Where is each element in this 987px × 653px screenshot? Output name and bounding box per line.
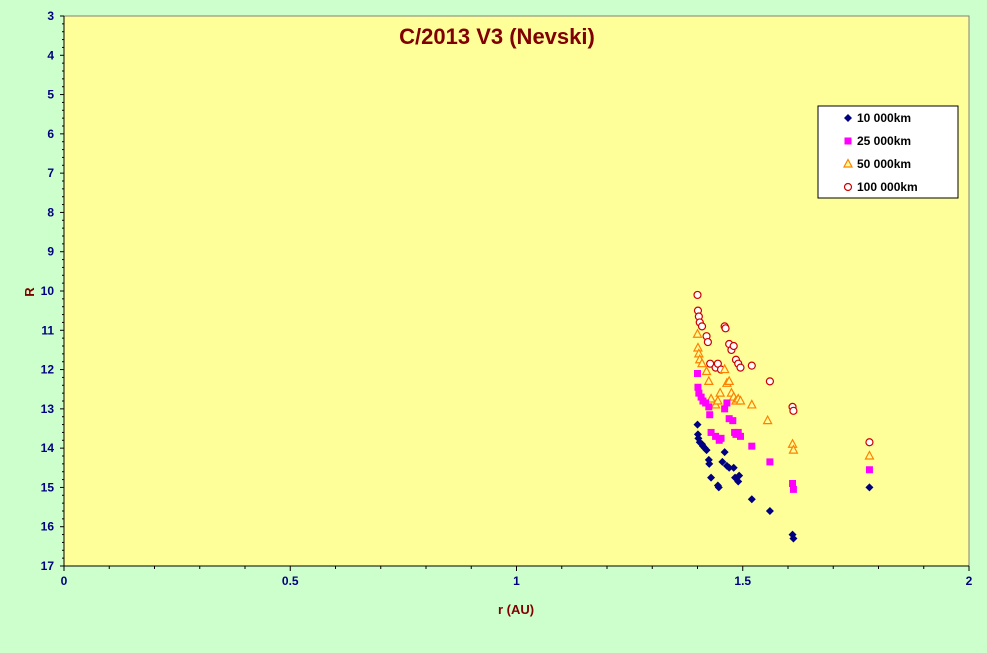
data-point-square: [766, 458, 774, 466]
data-point-circle: [721, 324, 730, 333]
y-tick-label: 10: [41, 284, 55, 298]
data-point-circle: [865, 438, 874, 447]
y-tick-label: 11: [41, 323, 54, 337]
data-points-group: [692, 290, 875, 543]
legend-label: 100 000km: [857, 180, 918, 194]
y-tick-label: 13: [41, 402, 55, 416]
x-tick-label: 1.5: [734, 574, 751, 588]
data-point-circle: [736, 363, 745, 372]
data-point-diamond: [747, 495, 756, 504]
legend: 10 000km 25 000km 50 000km 100 000km: [817, 105, 959, 199]
data-point-triangle: [864, 450, 875, 460]
data-point-square: [721, 405, 729, 413]
x-tick-label: 2: [966, 574, 973, 588]
y-tick-label: 6: [47, 127, 54, 141]
data-point-diamond: [693, 420, 702, 429]
data-point-diamond: [718, 457, 727, 466]
y-tick-label: 7: [47, 166, 54, 180]
y-tick-label: 4: [47, 48, 54, 62]
data-point-triangle: [788, 444, 799, 454]
data-point-square: [789, 480, 797, 487]
legend-marker-circle: [843, 182, 853, 192]
data-point-square: [865, 466, 873, 474]
data-point-square: [789, 485, 797, 493]
chart-title: C/2013 V3 (Nevski): [399, 24, 595, 49]
data-point-square: [725, 415, 733, 423]
data-point-square: [736, 432, 744, 440]
data-point-square: [707, 428, 715, 436]
axes-group: 3 4 5 6 7 8 9 10 11 12 13 14 15 16 17 0 0.5 1 1.5 2: [41, 9, 973, 588]
data-point-triangle: [735, 395, 746, 405]
data-point-triangle: [719, 363, 730, 374]
data-point-square: [697, 393, 705, 401]
data-point-square: [734, 428, 742, 436]
data-point-diamond: [865, 483, 874, 492]
data-point-circle: [765, 377, 775, 386]
data-point-square: [729, 417, 737, 425]
y-tick-label: 16: [41, 520, 55, 534]
legend-marker-diamond: [844, 114, 852, 122]
data-point-square: [706, 411, 714, 419]
y-tick-label: 3: [47, 9, 54, 23]
data-point-diamond: [714, 483, 723, 492]
data-point-triangle: [715, 387, 726, 397]
data-point-triangle: [697, 357, 708, 368]
y-tick-label: 9: [47, 245, 54, 259]
data-point-triangle: [703, 375, 714, 385]
data-point-circle: [697, 322, 707, 331]
data-point-triangle: [692, 328, 703, 338]
legend-marker-square: [844, 137, 852, 145]
data-point-square: [723, 399, 731, 407]
data-point-diamond: [707, 473, 716, 482]
data-point-circle: [789, 406, 798, 415]
data-point-circle: [693, 290, 702, 300]
data-point-triangle: [701, 365, 712, 376]
x-tick-label: 1: [513, 574, 520, 588]
data-point-circle: [747, 361, 756, 370]
data-point-square: [705, 403, 713, 411]
y-tick-label: 12: [41, 363, 55, 377]
data-point-diamond: [735, 471, 744, 480]
data-point-square: [712, 432, 720, 440]
x-tick-label: 0.5: [282, 574, 299, 588]
data-point-diamond: [729, 463, 738, 472]
data-point-diamond: [702, 446, 711, 455]
y-axis-label: R: [22, 287, 37, 297]
data-point-circle: [729, 341, 738, 351]
data-point-square: [694, 383, 702, 391]
legend-label: 25 000km: [857, 134, 911, 148]
data-point-diamond: [705, 459, 714, 468]
legend-marker-triangle: [843, 158, 853, 168]
data-point-circle: [706, 359, 715, 368]
data-point-square: [694, 370, 701, 377]
data-point-triangle: [762, 414, 773, 425]
y-tick-label: 15: [41, 480, 55, 494]
data-point-diamond: [765, 507, 774, 515]
legend-label: 50 000km: [857, 157, 911, 171]
data-point-diamond: [720, 448, 729, 457]
data-point-triangle: [724, 375, 735, 385]
legend-box: [817, 105, 959, 199]
x-axis-label: r (AU): [498, 602, 534, 617]
plot-area: [63, 15, 970, 567]
data-point-circle: [703, 337, 713, 347]
data-point-square: [702, 399, 710, 407]
data-point-triangle: [746, 399, 757, 409]
legend-label: 10 000km: [857, 111, 911, 125]
data-point-triangle: [712, 395, 723, 405]
y-tick-label: 17: [41, 559, 55, 573]
data-point-square: [748, 442, 756, 450]
y-tick-label: 5: [47, 88, 54, 102]
data-point-square: [695, 389, 703, 397]
y-tick-label: 14: [41, 441, 55, 455]
data-point-diamond: [789, 534, 798, 543]
data-point-diamond: [725, 463, 734, 472]
x-tick-label: 0: [61, 574, 68, 588]
data-point-square: [717, 434, 725, 442]
y-tick-label: 8: [47, 205, 54, 219]
data-point-diamond: [734, 477, 743, 486]
